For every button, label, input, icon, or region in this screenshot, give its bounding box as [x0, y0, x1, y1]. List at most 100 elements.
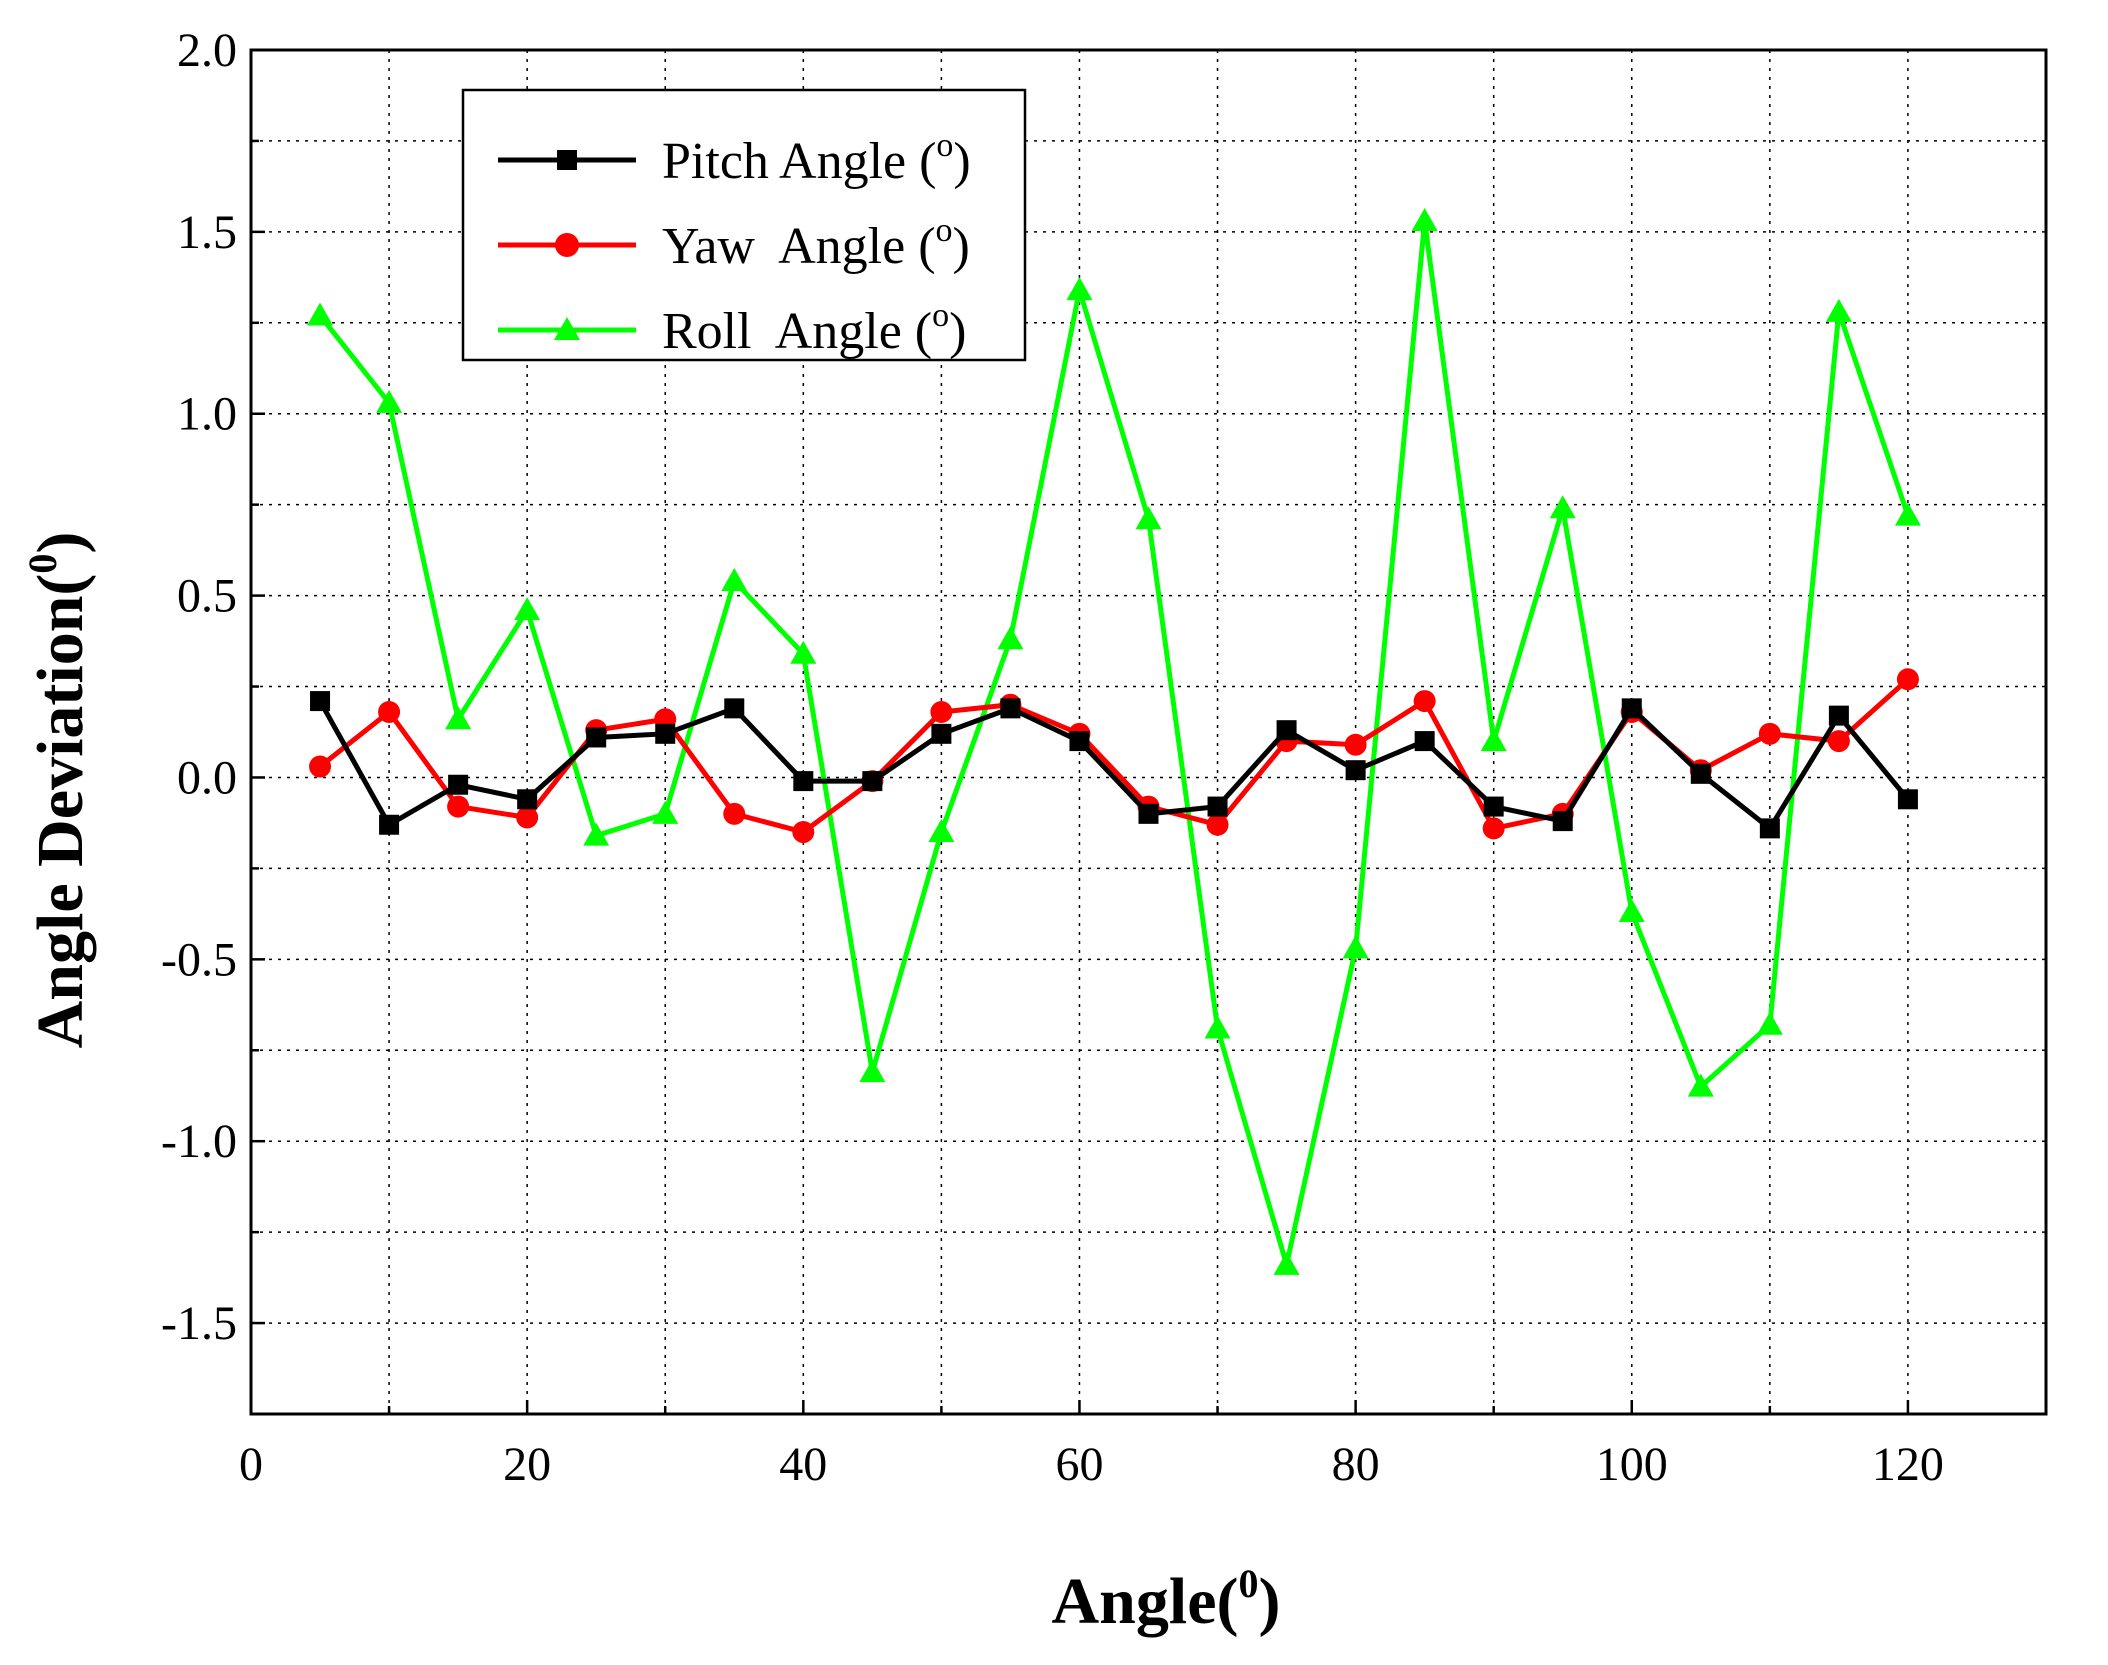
y-tick-label: 1.5 [177, 206, 237, 259]
data-point-roll [1756, 1011, 1783, 1035]
data-point-yaw [516, 806, 539, 829]
series-line-roll [318, 220, 1911, 1266]
data-point-pitch [310, 691, 331, 712]
series-line-pitch [317, 699, 1910, 833]
data-point-roll [997, 626, 1024, 650]
legend-label-yaw-close: ) [953, 218, 970, 275]
data-point-pitch [1000, 698, 1021, 719]
data-point-roll [1135, 506, 1162, 530]
data-point-pitch [1897, 789, 1918, 810]
data-point-roll [583, 822, 610, 846]
data-point-roll [445, 706, 472, 730]
y-axis-title-text: Angle Deviation [24, 596, 97, 1049]
data-point-pitch [1414, 731, 1435, 752]
legend-item-pitch: Pitch Angle (o) [498, 127, 971, 190]
plot-frame [249, 48, 2048, 1416]
y-tick-label: -0.5 [161, 933, 237, 986]
data-point-roll [859, 1059, 886, 1083]
data-point-pitch [1759, 818, 1780, 839]
legend: Pitch Angle (o) Yaw Angle (o) Roll Angle… [461, 88, 1027, 362]
data-point-roll [1894, 502, 1921, 526]
data-point-yaw [1206, 813, 1229, 836]
data-point-pitch [931, 723, 952, 744]
legend-label-pitch: Pitch Angle (o) [662, 127, 971, 190]
data-point-yaw [1758, 722, 1781, 745]
y-tick-label: 1.0 [177, 388, 237, 441]
legend-label-yaw-sup: o [936, 212, 953, 249]
legend-item-roll: Roll Angle (o) [498, 297, 966, 360]
data-point-pitch [1138, 803, 1159, 824]
series-pitch [310, 691, 1918, 839]
data-point-roll [307, 302, 334, 326]
data-point-roll [376, 389, 403, 413]
legend-label-yaw-text: Yaw Angle ( [662, 218, 936, 275]
data-point-pitch [1345, 760, 1366, 781]
y-axis-title-paren: ( [24, 574, 97, 596]
legend-label-pitch-text: Pitch Angle ( [662, 133, 936, 190]
x-axis-title-text: Angle [1052, 1565, 1217, 1638]
x-tick-label: 40 [779, 1438, 827, 1491]
data-point-roll [1825, 298, 1852, 322]
data-point-roll [928, 819, 955, 843]
y-axis-title: Angle Deviation(0) [20, 532, 97, 1049]
data-point-pitch [655, 723, 676, 744]
data-point-pitch [1483, 796, 1504, 817]
legend-label-roll: Roll Angle (o) [662, 297, 966, 360]
data-point-roll [1618, 899, 1645, 923]
data-point-yaw [1827, 730, 1850, 753]
x-tick-label: 80 [1332, 1438, 1380, 1491]
data-point-pitch [862, 771, 883, 792]
x-axis-title-close: ) [1259, 1565, 1281, 1638]
x-tick-label: 0 [239, 1438, 263, 1491]
data-point-roll [1273, 1251, 1300, 1275]
data-point-pitch [586, 727, 607, 748]
data-point-yaw [309, 755, 332, 778]
data-point-yaw [447, 795, 470, 818]
data-point-pitch [793, 771, 814, 792]
data-point-pitch [379, 814, 400, 835]
legend-label-yaw: Yaw Angle (o) [662, 212, 970, 275]
legend-label-roll-close: ) [949, 303, 966, 360]
legend-label-roll-sup: o [932, 297, 949, 334]
x-axis-title: Angle(0) [1052, 1561, 1281, 1638]
data-point-yaw [792, 821, 815, 844]
data-point-pitch [1690, 763, 1711, 784]
data-point-pitch [1621, 698, 1642, 719]
x-axis-title-paren: ( [1217, 1565, 1239, 1638]
data-point-roll [1687, 1073, 1714, 1097]
x-tick-label: 100 [1596, 1438, 1668, 1491]
data-point-pitch [1552, 811, 1573, 832]
x-tick-label: 120 [1872, 1438, 1944, 1491]
x-tick-label: 20 [503, 1438, 551, 1491]
data-point-roll [721, 568, 748, 592]
axis-ticks: 0 20 40 60 80 100 120 -1.5 -1.0 -0.5 0.0 0.5 1.0 1.5 2… [161, 24, 2048, 1491]
data-point-yaw [1896, 668, 1919, 691]
x-axis-title-sup: 0 [1239, 1561, 1259, 1606]
legend-marker-yaw [555, 233, 579, 257]
series-roll [307, 207, 1921, 1275]
legend-marker-pitch [557, 150, 577, 170]
data-point-roll [1066, 277, 1093, 301]
y-tick-label: 0.0 [177, 751, 237, 804]
series-layer [307, 207, 1921, 1275]
data-point-pitch [724, 698, 745, 719]
data-point-roll [1204, 1015, 1231, 1039]
legend-marker-roll [554, 317, 580, 340]
data-point-pitch [1276, 720, 1297, 741]
data-point-roll [1342, 935, 1369, 959]
data-point-yaw [378, 700, 401, 723]
y-axis-title-sup: 0 [20, 554, 65, 574]
y-axis-title-close: ) [24, 532, 97, 554]
legend-label-roll-text: Roll Angle ( [662, 303, 932, 360]
data-point-roll [1411, 207, 1438, 231]
data-point-roll [652, 800, 679, 824]
legend-box [461, 88, 1027, 362]
data-point-pitch [1207, 796, 1228, 817]
y-tick-label: -1.5 [161, 1297, 237, 1350]
data-point-yaw [723, 802, 746, 825]
data-point-pitch [1828, 705, 1849, 726]
x-tick-label: 60 [1055, 1438, 1103, 1491]
data-point-roll [514, 597, 541, 621]
